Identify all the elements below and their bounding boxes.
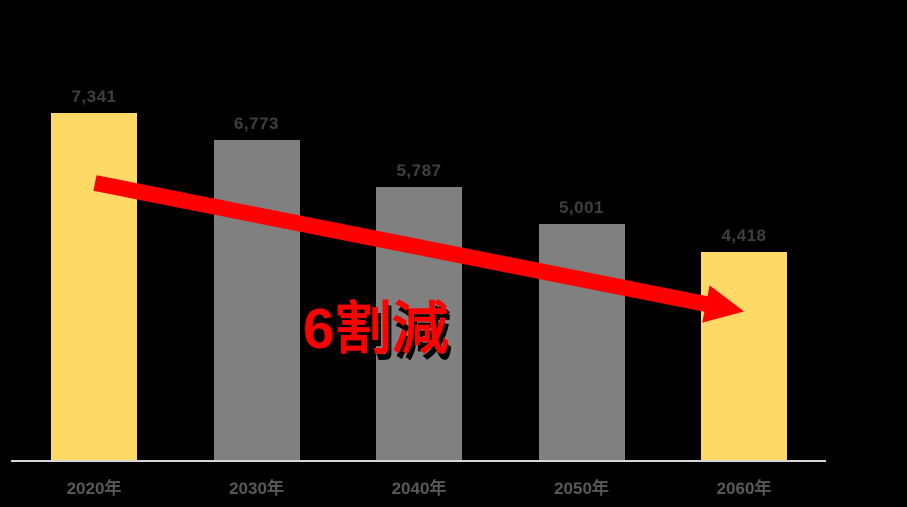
bar-2060 [701,252,787,461]
x-axis-label-2040: 2040年 [391,479,447,498]
annotation-text: 6割減 [303,297,449,361]
x-axis-label-2050: 2050年 [554,479,609,498]
x-axis-line [11,460,826,462]
x-axis-label-2060: 2060年 [716,479,772,498]
bar-column-2030: 6,773 [213,114,300,461]
bar-2050 [538,224,625,461]
x-axis-label-2020: 2020年 [66,479,122,498]
bar-column-2020: 7,341 [51,87,137,461]
data-label-2040: 5,787 [396,161,442,180]
data-label-2050: 5,001 [558,198,605,217]
x-axis-label-2030: 2030年 [229,479,284,498]
bar-2030 [213,140,300,461]
bar-column-2050: 5,001 [538,198,625,461]
data-label-2060: 4,418 [721,226,767,245]
data-label-2020: 7,341 [71,87,117,106]
data-label-2030: 6,773 [233,114,280,133]
bar-2020 [51,113,137,461]
bar-column-2060: 4,418 [701,226,787,461]
